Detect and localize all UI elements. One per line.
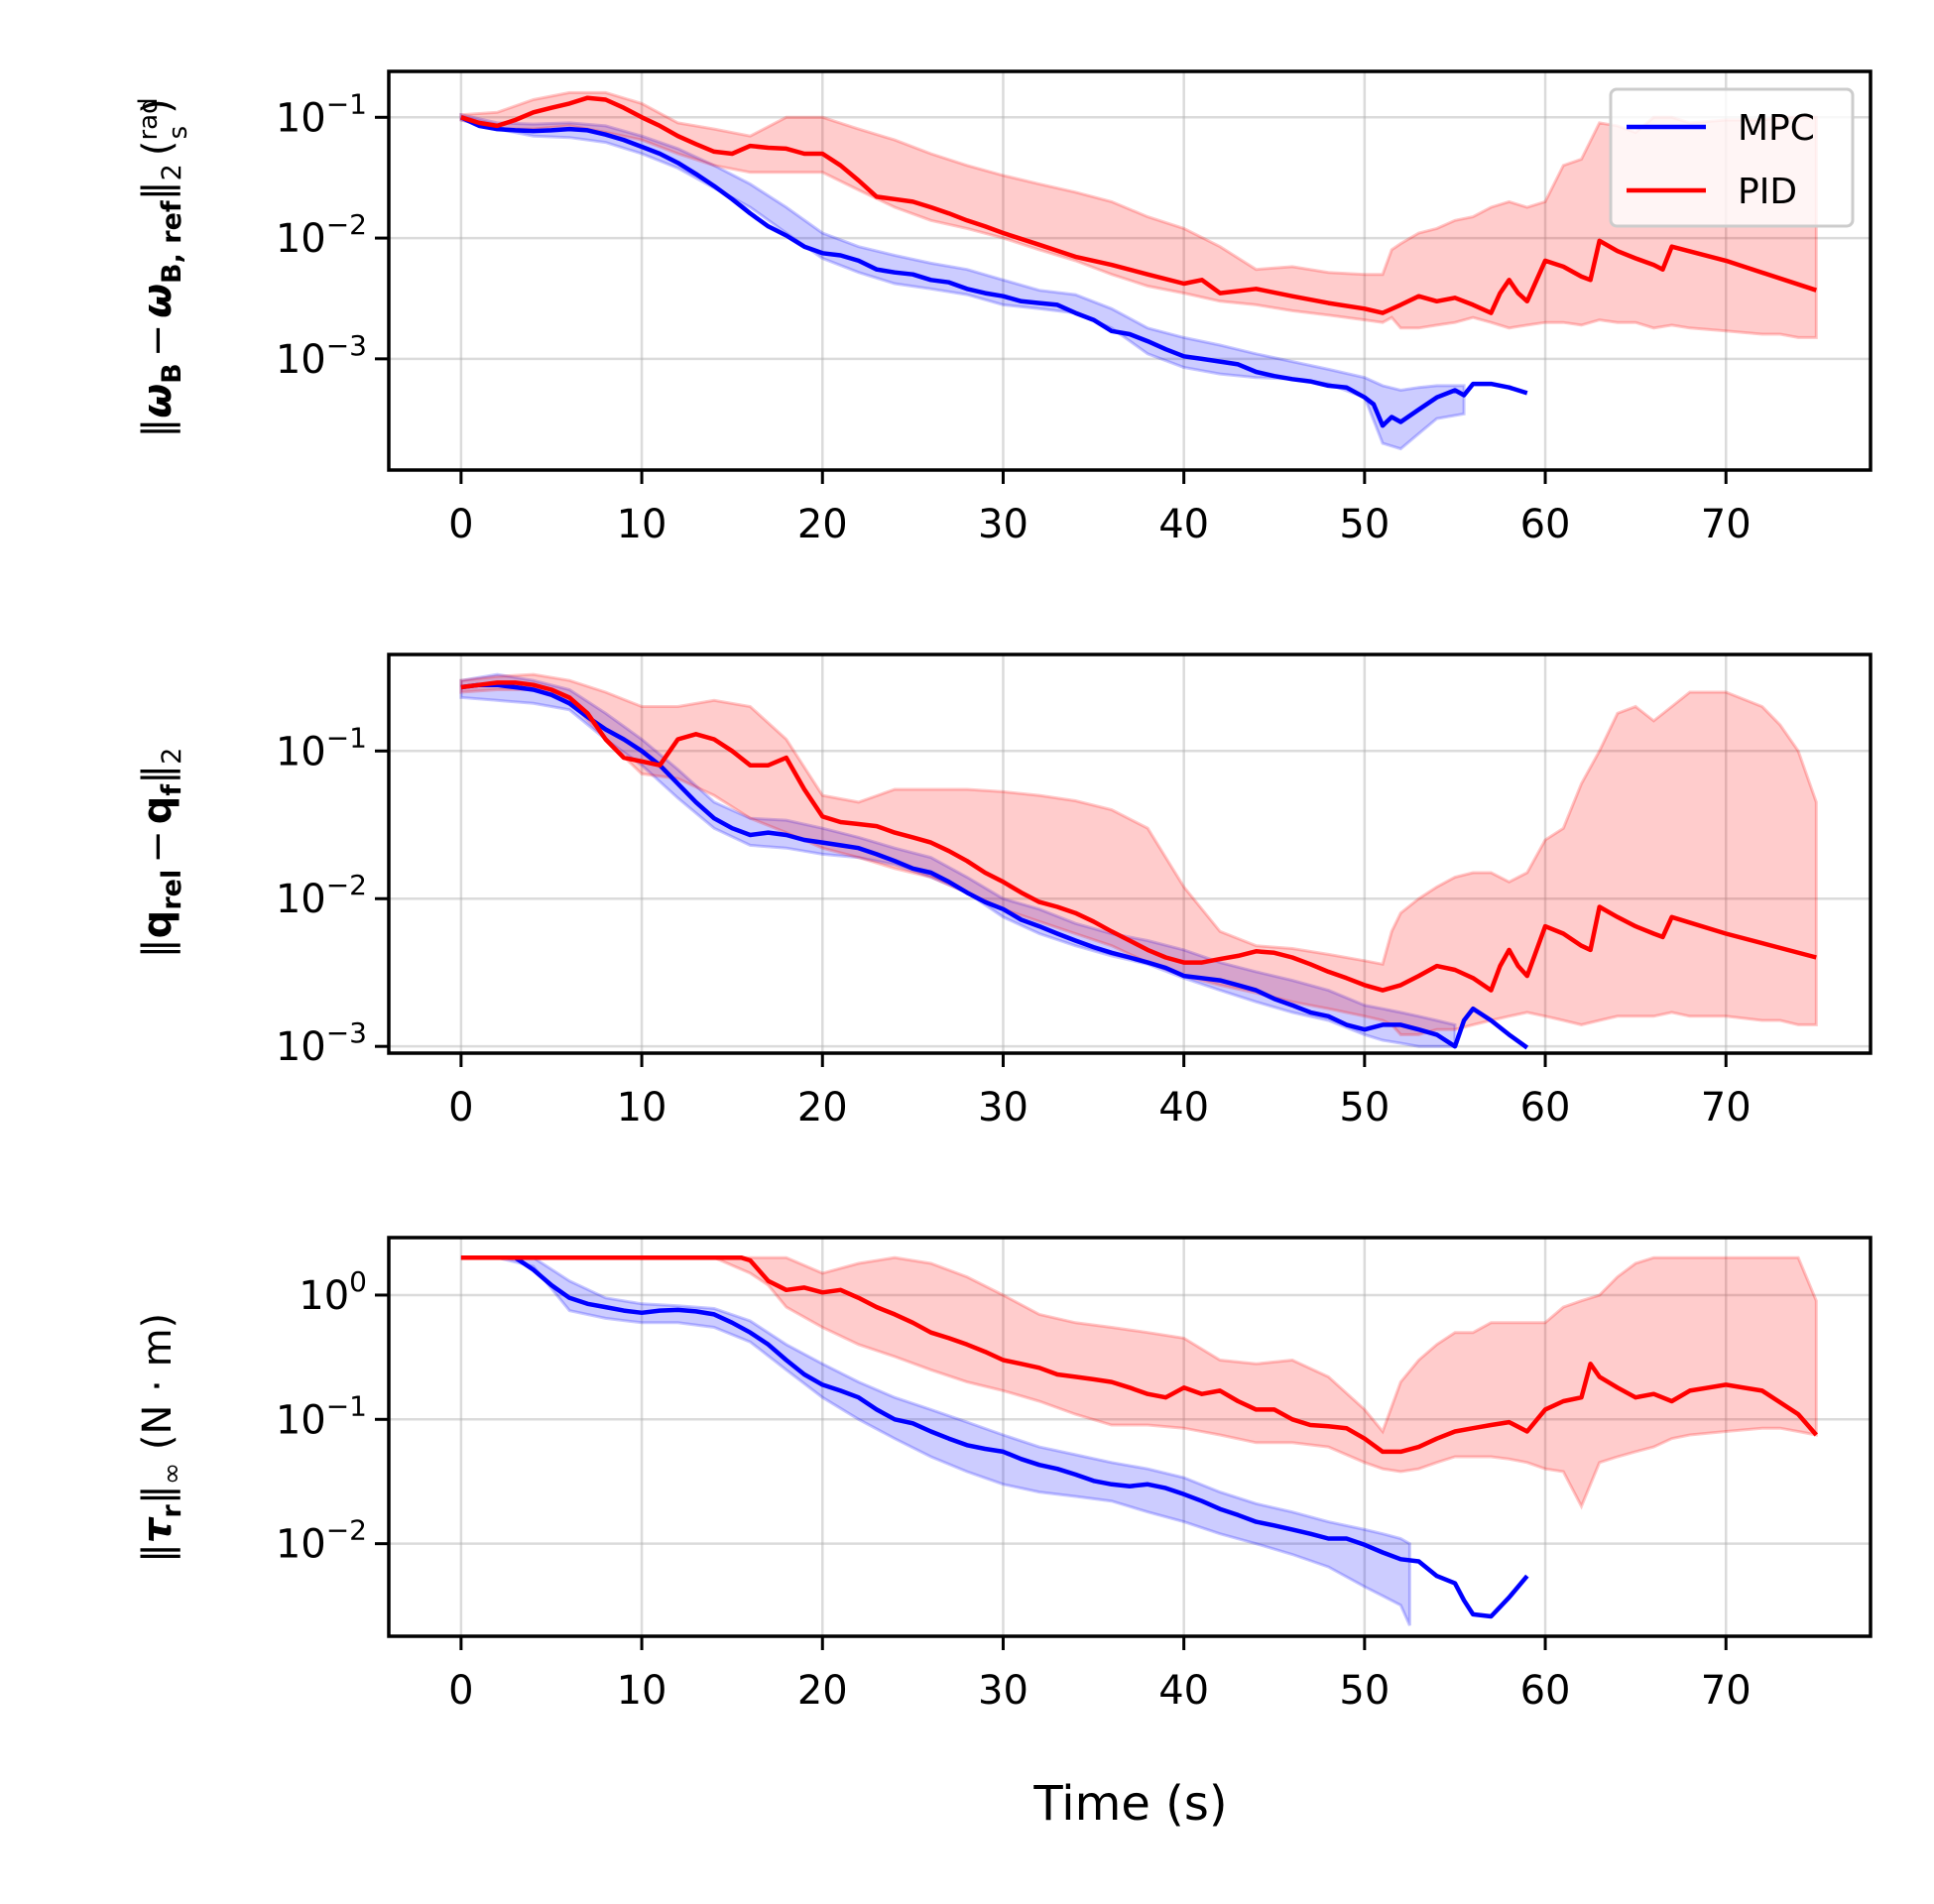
plot-frame (387, 653, 1873, 1055)
band-pid (460, 1255, 1818, 1510)
band-mpc (460, 1255, 1411, 1626)
confidence-bands (460, 1255, 1818, 1626)
x-tick-label: 20 (797, 1668, 848, 1714)
y-axis-ticks: 10−1 10−2 10−3 (276, 87, 389, 383)
x-tick-label: 40 (1158, 502, 1209, 547)
x-tick-label: 70 (1701, 502, 1752, 547)
series-line-pid (460, 1254, 1818, 1455)
y-tick-label: 10−3 (276, 329, 367, 383)
legend-label-pid: PID (1738, 172, 1797, 212)
series-line-mpc (460, 1254, 1529, 1619)
x-axis-label: Time (s) (1032, 1776, 1227, 1832)
series-lines (459, 95, 1817, 428)
series-line-mpc (460, 682, 1529, 1050)
x-tick-label: 50 (1339, 1085, 1390, 1130)
series-line-mpc (459, 115, 1528, 428)
series-line-pid (460, 95, 1817, 315)
x-tick-label: 10 (617, 1085, 667, 1130)
x-tick-label: 30 (978, 1668, 1028, 1714)
x-tick-label: 0 (448, 502, 473, 547)
x-tick-label: 10 (617, 502, 667, 547)
x-tick-label: 0 (448, 1668, 473, 1714)
x-tick-label: 60 (1520, 502, 1571, 547)
x-tick-label: 20 (797, 1085, 848, 1130)
y-axis-ticks: 100 10−1 10−2 (276, 1265, 389, 1568)
x-axis-ticks: 0 10 20 30 40 50 60 70 (448, 1636, 1752, 1714)
x-tick-label: 40 (1158, 1668, 1209, 1714)
x-tick-label: 70 (1701, 1085, 1752, 1130)
y-tick-label: 10−3 (276, 1016, 367, 1070)
legend-box (1609, 87, 1855, 228)
band-pid (459, 672, 1818, 1036)
x-tick-label: 10 (617, 1668, 667, 1714)
panel-quaternion-error: 0 10 20 30 40 50 60 70 10−1 10−2 10−3 ‖qrel−qf‖2 (135, 653, 1873, 1130)
plot-frame (387, 1236, 1873, 1638)
x-tick-label: 20 (797, 502, 848, 547)
legend: MPC PID (1609, 87, 1855, 228)
x-tick-label: 70 (1701, 1668, 1752, 1714)
panel-angular-rate-error: 0 10 20 30 40 50 60 70 10−1 10−2 10−3 ‖ωB−ωB, ref… (134, 69, 1873, 547)
x-tick-label: 40 (1158, 1085, 1209, 1130)
x-tick-label: 60 (1520, 1668, 1571, 1714)
x-tick-label: 0 (448, 1085, 473, 1130)
panel-torque-norm: 0 10 20 30 40 50 60 70 100 10−1 10−2 ‖τr‖∞ (N · m… (135, 1236, 1873, 1714)
y-tick-label: 10−2 (276, 208, 367, 262)
y-tick-label: 10−1 (276, 1389, 367, 1443)
x-tick-label: 30 (978, 502, 1028, 547)
x-axis-ticks: 0 10 20 30 40 50 60 70 (448, 1053, 1752, 1130)
y-tick-label: 10−1 (276, 721, 367, 774)
x-axis-ticks: 0 10 20 30 40 50 60 70 (448, 470, 1752, 547)
grid (389, 654, 1871, 1053)
legend-label-mpc: MPC (1738, 108, 1815, 149)
y-axis-label: ‖τr‖∞ (N · m) (135, 1313, 187, 1563)
y-tick-label: 10−2 (276, 869, 367, 922)
series-line-pid (460, 680, 1817, 993)
x-tick-label: 30 (978, 1085, 1028, 1130)
x-tick-label: 50 (1339, 502, 1390, 547)
y-tick-label: 10−2 (276, 1514, 367, 1568)
y-tick-label: 100 (299, 1265, 367, 1319)
confidence-bands (459, 672, 1818, 1048)
y-axis-label: ‖ωB−ωB, ref‖2(rads) (134, 97, 193, 437)
y-axis-ticks: 10−1 10−2 10−3 (276, 721, 389, 1070)
x-tick-label: 50 (1339, 1668, 1390, 1714)
y-axis-label: ‖qrel−qf‖2 (135, 748, 187, 959)
series-lines (460, 1254, 1818, 1619)
x-tick-label: 60 (1520, 1085, 1571, 1130)
y-tick-label: 10−1 (276, 87, 367, 141)
series-lines (460, 680, 1817, 1050)
grid (389, 1238, 1871, 1636)
plot-frame (387, 69, 1873, 472)
